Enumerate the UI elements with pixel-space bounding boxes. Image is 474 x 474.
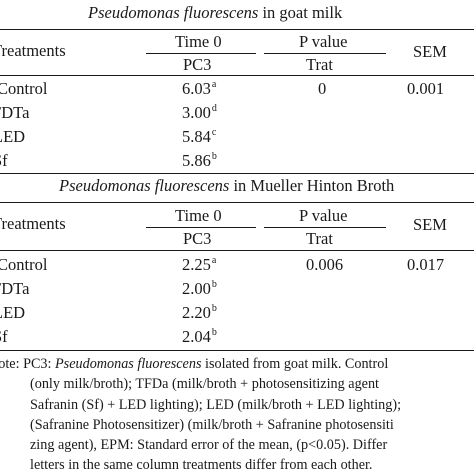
table1-header-pc3: PC3 xyxy=(183,55,212,74)
table-note-line: Note: PC3: Pseudomonas fluorescens isola… xyxy=(0,356,389,372)
table1-header-sem: SEM xyxy=(413,42,447,61)
table2-pvalue-rule xyxy=(264,227,386,228)
table2-header-treatments: Treatments xyxy=(0,214,66,233)
table1-header-trat: Trat xyxy=(306,55,333,74)
table2-top-rule xyxy=(0,202,474,203)
table-note-line: (Safranine Photosensitizer) (milk/broth … xyxy=(30,417,394,433)
table1-row-name: TFDTa xyxy=(0,103,30,122)
table2-row-name: LED xyxy=(0,303,26,322)
table1-row-value: 5.86b xyxy=(182,151,217,170)
table1-title: Pseudomonas fluorescens in goat milk xyxy=(88,3,343,22)
table-note-line: letters in the same column treatments di… xyxy=(30,457,373,473)
table2-bottom-rule xyxy=(0,350,474,351)
table2-header-trat: Trat xyxy=(306,229,333,248)
table2-title-species: Pseudomonas fluorescens xyxy=(59,176,230,195)
table2-title-rest: in Mueller Hinton Broth xyxy=(229,176,395,195)
table1-row-value: 5.84c xyxy=(182,127,217,146)
table1-pvalue-rule xyxy=(264,53,386,54)
table2-row-value: 2.04b xyxy=(182,327,217,346)
table1-title-species: Pseudomonas fluorescens xyxy=(88,3,259,22)
table1-row-value: 6.03a xyxy=(182,79,217,98)
table2-row-value: 2.25a xyxy=(182,255,217,274)
table1-row-name: Control xyxy=(0,79,48,98)
table2-row-name: Control xyxy=(0,255,48,274)
table1-header-treatments: Treatments xyxy=(0,41,66,60)
table-note-line: zing agent), EPM: Standard error of the … xyxy=(30,437,388,453)
table2-row-value: 2.00b xyxy=(182,279,217,298)
table1-title-rest: in goat milk xyxy=(258,3,343,22)
table-note-line: Safranin (Sf) + LED lighting); LED (milk… xyxy=(30,397,402,413)
table2-row-name: TFDTa xyxy=(0,279,30,298)
table1-time0-rule xyxy=(146,53,256,54)
table1-row-name: LED xyxy=(0,127,26,146)
table2-row-name: Sf xyxy=(0,327,8,346)
table1-pvalue: 0 xyxy=(318,79,327,98)
table2-row-value: 2.20b xyxy=(182,303,217,322)
table1-header-pvalue: P value xyxy=(299,32,348,51)
table2-header-rule xyxy=(0,250,474,251)
table2-pvalue: 0.006 xyxy=(306,255,344,274)
table2-time0-rule xyxy=(146,227,256,228)
table2-sem: 0.017 xyxy=(407,255,445,274)
table1-row-name: Sf xyxy=(0,151,8,170)
table1-top-rule xyxy=(0,29,474,30)
table2-header-sem: SEM xyxy=(413,215,447,234)
table2-header-pc3: PC3 xyxy=(183,229,212,248)
table1-bottom-rule xyxy=(0,173,474,174)
table2-header-time0: Time 0 xyxy=(175,206,222,225)
table2-title: Pseudomonas fluorescens in Mueller Hinto… xyxy=(59,176,395,195)
table1-header-rule xyxy=(0,75,474,76)
table1-sem: 0.001 xyxy=(407,79,445,98)
table1-header-time0: Time 0 xyxy=(175,32,222,51)
table2-header-pvalue: P value xyxy=(299,206,348,225)
table-note-line: (only milk/broth); TFDa (milk/broth + ph… xyxy=(30,376,379,392)
table1-row-value: 3.00d xyxy=(182,103,217,122)
